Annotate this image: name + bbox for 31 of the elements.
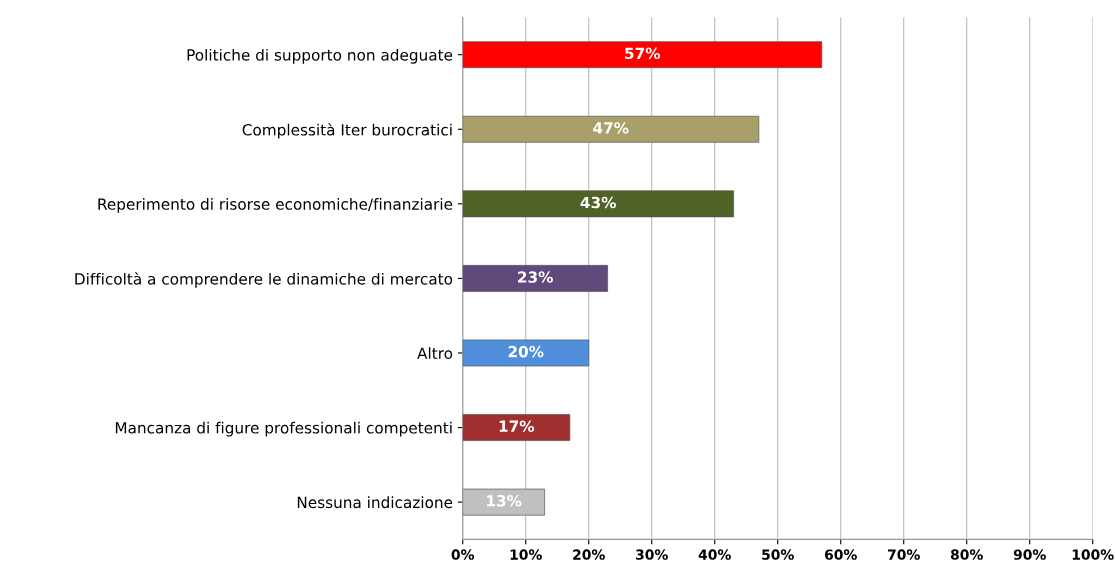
x-tick-label: 10% [510,549,542,560]
y-tick-label: Nessuna indicazione [297,496,453,509]
data-label: 23% [518,271,553,283]
bar [462,265,608,292]
y-tick-label: Mancanza di figure professionali competenti [115,421,452,437]
data-label: 43% [580,196,616,209]
x-tick-label: 40% [698,549,731,560]
y-tick-label: Difficoltà a comprendere le dinamiche di mercato [75,272,453,288]
x-tick-label: 0% [451,549,475,560]
data-label: 57% [625,47,661,60]
data-label: 47% [593,122,629,134]
data-label: 13% [487,494,522,507]
y-tick-label: Politiche di supporto non adeguate [187,48,453,64]
y-tick-label: Complessità Iter burocratici [242,123,452,139]
bar [462,115,760,143]
bar [462,190,734,218]
y-tick-label: Altro [417,347,453,359]
x-tick-label: 100% [1072,549,1114,560]
bar [462,339,590,367]
bar [462,41,823,69]
data-label: 17% [499,420,535,432]
x-tick-label: 20% [573,549,605,560]
y-tick-label: Reperimento di risorse economiche/finanziarie [98,198,453,213]
x-tick-label: 60% [824,549,857,560]
x-tick-label: 90% [1013,549,1046,560]
x-tick-label: 50% [762,549,794,560]
data-label: 20% [508,345,544,358]
x-tick-label: 70% [888,549,920,560]
bar [462,414,571,441]
x-tick-label: 80% [950,549,983,560]
x-tick-label: 30% [636,549,668,560]
